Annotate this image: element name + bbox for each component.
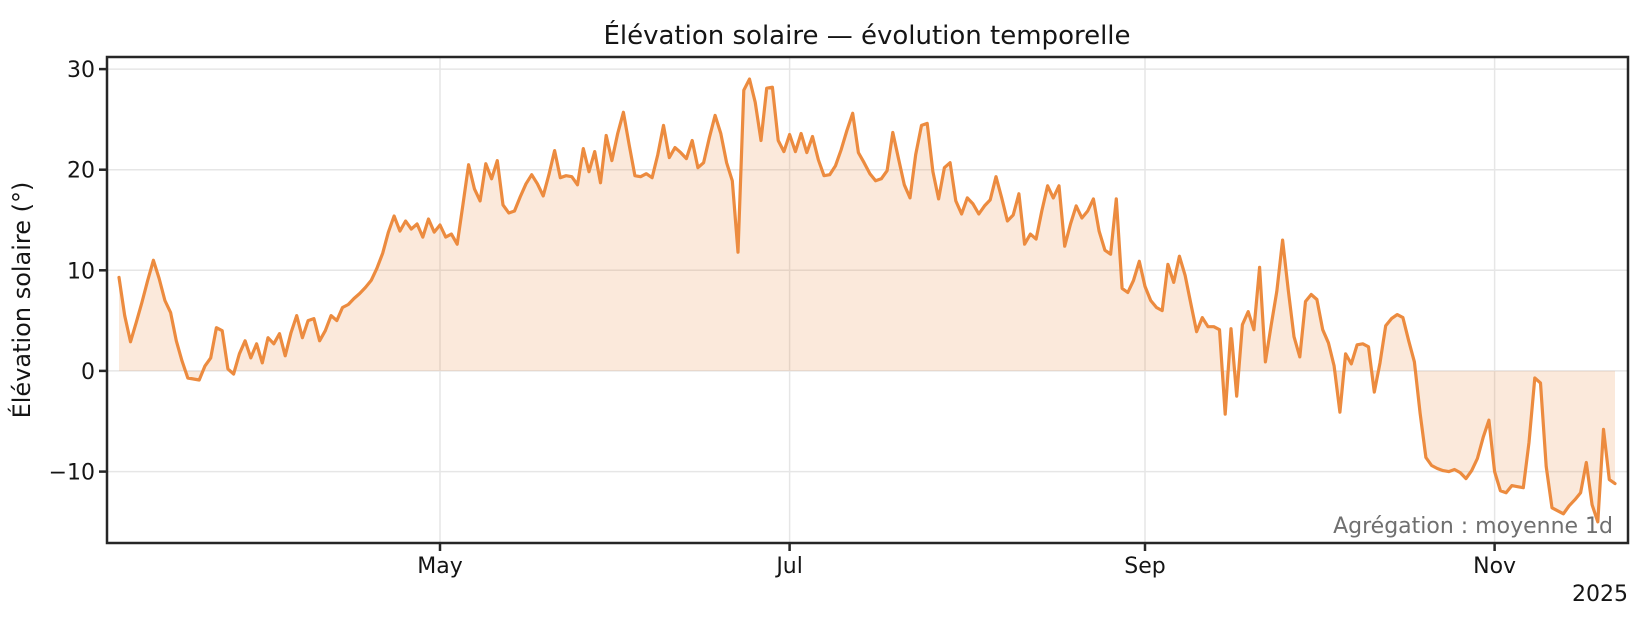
aggregation-annotation: Agrégation : moyenne 1d [1333,514,1613,539]
y-tick-label: 30 [67,58,95,83]
y-axis-label: Élévation solaire (°) [7,182,36,419]
elevation-line [117,77,1617,524]
x-tick-label: Sep [1124,554,1165,579]
elevation-area [119,79,1615,522]
y-tick-label: −10 [49,461,95,486]
x-tick-label: May [417,554,462,579]
chart-title: Élévation solaire — évolution temporelle [603,19,1130,51]
y-tick-label: 0 [81,360,95,385]
y-tick-label: 10 [67,259,95,284]
axes-border [105,55,1630,545]
x-axis-year-label: 2025 [1572,582,1628,607]
y-tick-label: 20 [67,159,95,184]
x-tick-label: Nov [1473,554,1516,579]
x-tick-label: Jul [774,554,803,579]
